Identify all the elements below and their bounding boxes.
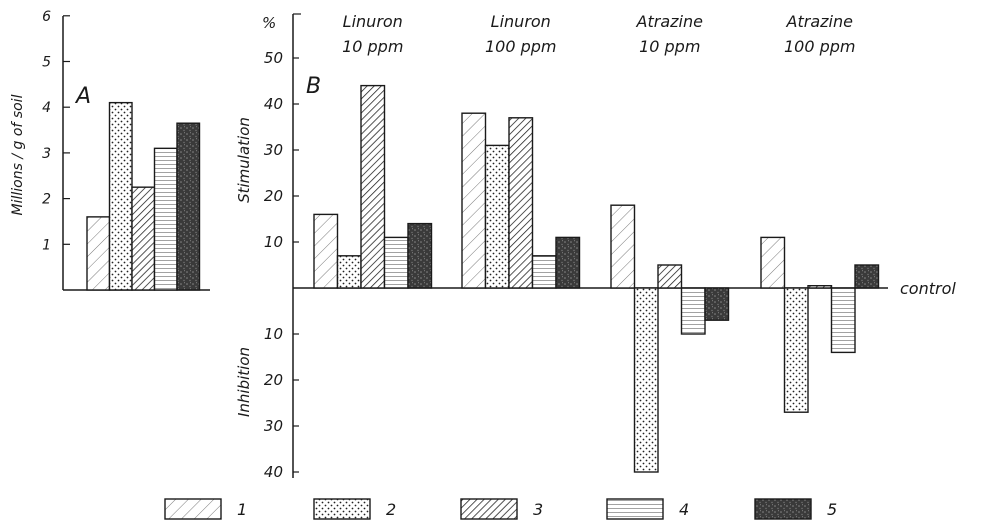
panel-b: B % 10 20 30 40 50 10 20 30 40 Stimulation Inhib… [235, 12, 956, 481]
panel-b-bar [484, 144, 510, 289]
panel-b-tick-label: 20 [264, 187, 283, 205]
panel-b-bar [313, 213, 339, 289]
group-title-line1: Atrazine [636, 12, 704, 31]
panel-a-bar [108, 101, 133, 291]
panel-b-bar [783, 287, 809, 413]
legend-item: 1 [164, 498, 247, 520]
panel-a-tick-label: 1 [42, 237, 51, 253]
panel-b-bar [360, 84, 386, 289]
group-title-line1: Linuron [343, 12, 403, 31]
panel-b-bar [336, 255, 362, 289]
panel-b-bar [807, 285, 833, 289]
legend-label: 5 [827, 500, 837, 519]
legend-swatch [313, 498, 371, 520]
panel-a-yaxis: 1 2 3 4 5 6 [42, 9, 70, 290]
panel-a-bar [153, 147, 178, 291]
group-title-line1: Linuron [491, 12, 551, 31]
panel-b-label: B [306, 74, 321, 99]
stimulation-label: Stimulation [235, 117, 253, 203]
legend-item: 5 [754, 498, 837, 520]
panel-b-tick-label: 40 [264, 463, 283, 481]
panel-a-tick-label: 2 [42, 192, 51, 208]
legend-swatch [460, 498, 518, 520]
legend-label: 3 [533, 500, 543, 519]
group-title-line1: Atrazine [786, 12, 854, 31]
panel-b-bar [508, 117, 534, 289]
group-title-line2: 100 ppm [485, 37, 557, 56]
inhibition-label: Inhibition [235, 347, 253, 417]
legend-item: 4 [606, 498, 689, 520]
panel-b-tick-label: 30 [264, 417, 283, 435]
legend-label: 4 [679, 500, 689, 519]
panel-b-ticks: 10 20 30 40 50 10 20 30 40 [264, 13, 301, 481]
panel-b-bar [830, 287, 856, 354]
bar-group: Linuron 100 ppm [461, 12, 581, 289]
panel-b-tick-label: 10 [264, 233, 283, 251]
panel-a-label: A [74, 84, 91, 109]
panel-b-bar [680, 287, 706, 335]
legend-swatch [164, 498, 222, 520]
panel-b-bar [610, 204, 636, 289]
panel-b-tick-label: 40 [264, 95, 283, 113]
panel-b-bar [657, 264, 683, 289]
control-label: control [900, 279, 956, 298]
bar-group: Linuron 10 ppm [313, 12, 433, 289]
panel-a-ylabel: Millions / g of soil [10, 94, 26, 215]
panel-a-bars [86, 101, 201, 291]
panel-b-tick-label: 30 [264, 141, 283, 159]
legend: 1 2 3 4 5 [164, 498, 837, 520]
legend-label: 1 [237, 500, 247, 519]
group-title-line2: 10 ppm [342, 37, 403, 56]
panel-b-bar [555, 236, 581, 289]
panel-a: A Millions / g of soil 1 2 3 4 5 6 [10, 9, 210, 291]
panel-a-tick-label: 6 [42, 9, 51, 25]
panel-b-bar [531, 255, 557, 289]
panel-a-bar [86, 216, 111, 291]
panel-b-bar [704, 287, 730, 321]
panel-b-unit-label: % [262, 14, 276, 32]
panel-b-bar [461, 112, 487, 289]
legend-item: 3 [460, 498, 543, 520]
panel-b-tick-label: 20 [264, 371, 283, 389]
panel-b-bar [854, 264, 880, 289]
legend-label: 2 [386, 500, 396, 519]
group-title-line2: 10 ppm [639, 37, 700, 56]
panel-b-bar [633, 287, 659, 473]
legend-swatch [606, 498, 664, 520]
legend-item: 2 [313, 498, 396, 520]
bar-group: Atrazine 100 ppm [760, 12, 880, 413]
bar-group: Atrazine 10 ppm [610, 12, 730, 473]
panel-a-tick-label: 5 [42, 55, 51, 71]
panel-b-tick-label: 50 [264, 49, 283, 67]
panel-b-bar [407, 222, 433, 289]
panel-b-groups: Linuron 10 ppm Linuron 100 ppm Atrazine 10 pp… [313, 12, 880, 473]
panel-a-tick-label: 4 [42, 100, 51, 116]
legend-swatch [754, 498, 812, 520]
panel-b-bar [760, 236, 786, 289]
panel-a-bar [131, 186, 156, 291]
panel-a-bar [176, 122, 201, 291]
panel-b-bar [383, 236, 409, 289]
panel-a-ticks: 1 2 3 4 5 6 [42, 9, 70, 253]
group-title-line2: 100 ppm [784, 37, 856, 56]
panel-b-tick-label: 10 [264, 325, 283, 343]
panel-a-tick-label: 3 [42, 146, 51, 162]
